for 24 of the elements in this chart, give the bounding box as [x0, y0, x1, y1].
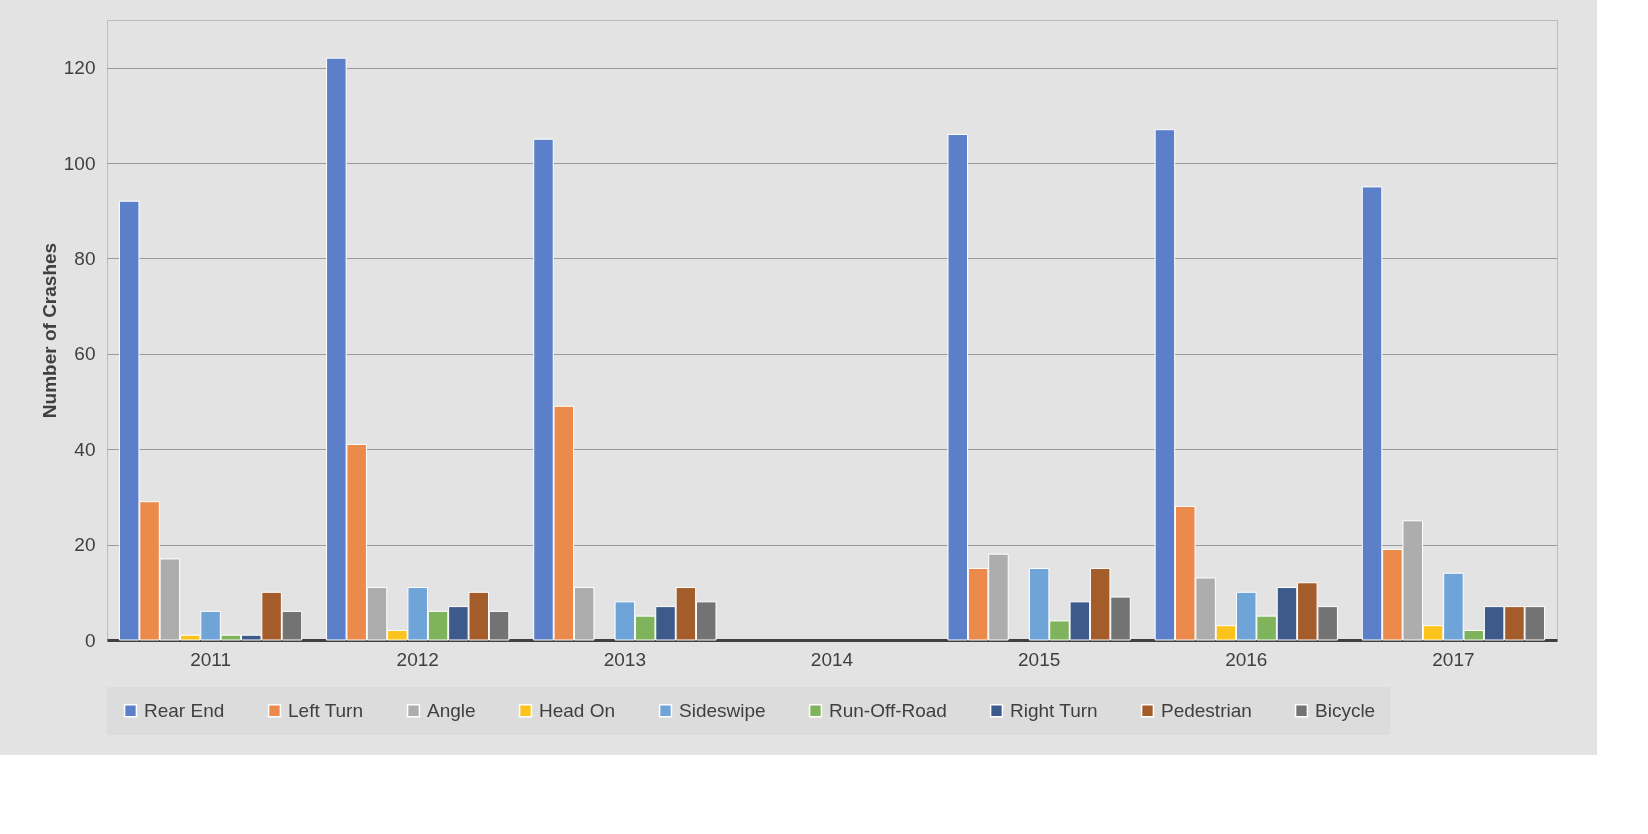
- x-tick-label: 2017: [1432, 648, 1475, 670]
- x-tick-label: 2014: [810, 648, 854, 670]
- y-tick-label: 0: [84, 629, 96, 651]
- y-tick-label: 100: [63, 152, 96, 174]
- legend-label: Sideswipe: [679, 699, 766, 721]
- y-axis-title: Number of Crashes: [38, 242, 60, 419]
- legend-label: Bicycle: [1315, 699, 1376, 721]
- legend-label: Head On: [539, 699, 616, 721]
- y-tick-label: 40: [74, 438, 96, 460]
- x-tick-label: 2015: [1018, 648, 1061, 670]
- legend-label: Run-Off-Road: [829, 699, 947, 721]
- legend-label: Rear End: [144, 699, 225, 721]
- legend-label: Angle: [427, 699, 476, 721]
- y-tick-label: 20: [74, 534, 96, 556]
- x-tick-label: 2016: [1225, 648, 1268, 670]
- x-tick-label: 2012: [396, 648, 439, 670]
- legend-label: Left Turn: [288, 699, 363, 721]
- x-tick-label: 2011: [190, 648, 231, 670]
- y-tick-label: 60: [74, 343, 96, 365]
- legend-label: Pedestrian: [1161, 699, 1252, 721]
- y-tick-label: 120: [63, 57, 96, 79]
- y-tick-label: 80: [74, 247, 96, 269]
- x-tick-label: 2013: [603, 648, 646, 670]
- legend-label: Right Turn: [1010, 699, 1098, 721]
